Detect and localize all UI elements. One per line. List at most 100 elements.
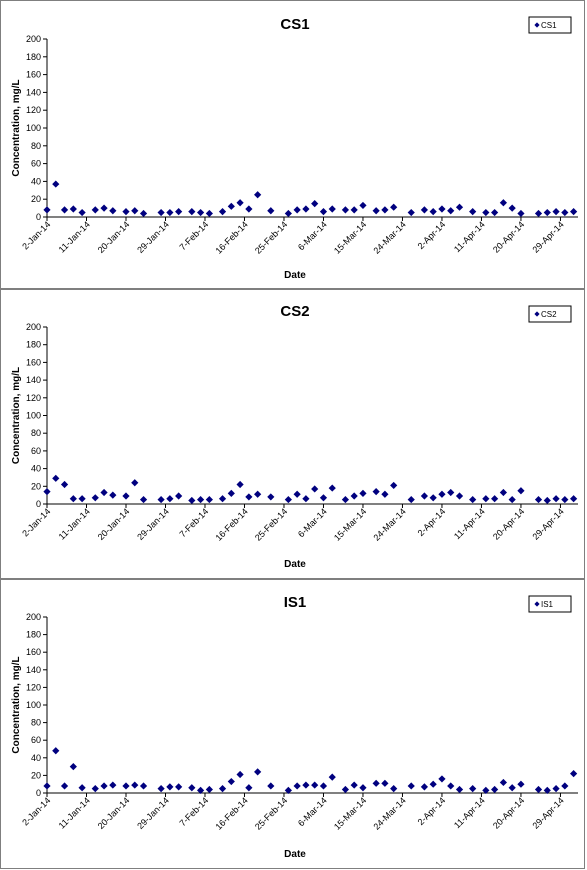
data-point [157,208,165,217]
x-axis-title: Date [284,559,306,570]
data-point [319,782,328,790]
y-tick-label: 0 [36,788,41,798]
data-point [499,778,507,787]
data-point [166,783,174,791]
y-tick-label: 20 [31,770,41,780]
legend-marker [534,22,540,28]
data-point [109,207,117,215]
data-point [372,779,380,787]
data-point [341,206,350,214]
data-point [205,209,213,218]
data-point [122,208,130,216]
x-tick-label: 25-Feb-14 [253,219,289,255]
data-point [438,205,446,213]
data-point [328,773,336,781]
x-tick-label: 15-Mar-14 [332,795,368,831]
data-point [196,208,205,217]
x-tick-label: 29-Apr-14 [530,506,565,541]
x-tick-label: 25-Feb-14 [253,795,289,831]
data-point [122,492,130,500]
data-point [429,208,437,216]
data-point [543,786,551,794]
data-point [227,202,235,210]
data-point [78,784,86,792]
data-point [267,207,275,215]
data-point [447,207,455,215]
x-tick-label: 24-Mar-14 [371,795,407,831]
data-point [157,785,165,793]
y-tick-label: 120 [26,393,41,403]
data-point [52,474,60,482]
data-point [311,200,319,208]
chart-panel-cs1: CS1 0 20 40 60 80 100 120 140 160 180 200 2-Jan-14 11… [0,0,585,289]
data-point [319,208,328,216]
x-tick-label: 2-Apr-14 [416,506,448,538]
data-point [469,785,477,793]
data-point [359,201,367,210]
data-point [570,770,578,778]
data-point [188,784,196,792]
data-point [517,487,525,495]
data-point [52,747,60,755]
x-tick-label: 20-Jan-14 [96,506,132,542]
x-tick-label: 7-Feb-14 [177,795,210,828]
y-tick-label: 180 [26,630,41,640]
data-point [100,204,108,212]
x-tick-label: 24-Mar-14 [371,506,407,542]
data-point [43,782,51,790]
data-point [131,479,139,487]
data-point [91,785,99,793]
data-point [205,785,213,794]
y-tick-label: 200 [26,322,41,332]
y-tick-label: 40 [31,176,41,186]
y-tick-label: 180 [26,52,41,62]
y-tick-label: 140 [26,87,41,97]
data-point [407,782,415,790]
y-tick-label: 20 [31,481,41,491]
y-axis-title: Concentration, mg/L [11,367,22,464]
x-tick-label: 11-Jan-14 [57,506,92,541]
data-point [420,492,429,500]
data-point [350,781,358,789]
data-point [350,492,358,500]
data-point [284,209,292,218]
data-point [69,495,77,503]
data-point [139,209,148,218]
data-point [420,206,429,214]
chart-title: CS1 [280,16,309,33]
x-axis-title: Date [284,270,306,281]
data-point [561,782,569,790]
chart-panel-is1: IS1 0 20 40 60 80 100 120 140 160 180 200 2-Jan-14 11… [0,579,585,869]
data-point [570,495,578,503]
data-point [491,495,499,503]
x-tick-label: 11-Apr-14 [452,506,487,541]
data-point [372,207,380,215]
y-tick-label: 20 [31,194,41,204]
data-point [267,782,275,790]
y-tick-label: 0 [36,499,41,509]
x-tick-label: 6-Mar-14 [296,795,329,828]
data-point [245,784,253,792]
data-point [69,205,77,213]
data-point [175,208,183,216]
data-point [552,495,560,503]
data-point [350,206,358,214]
data-point [534,785,543,794]
data-point [328,484,336,492]
data-point [175,492,183,500]
x-tick-label: 7-Feb-14 [177,219,210,252]
data-point [381,490,389,498]
y-axis-title: Concentration, mg/L [11,656,22,753]
data-point [407,495,415,504]
data-point [561,495,569,504]
x-tick-label: 20-Jan-14 [96,795,132,831]
data-point [293,490,301,498]
legend-marker [534,311,540,317]
x-tick-label: 20-Apr-14 [491,795,526,830]
data-point [302,781,310,789]
data-point [517,209,525,218]
data-point [407,208,415,217]
y-tick-label: 100 [26,411,41,421]
